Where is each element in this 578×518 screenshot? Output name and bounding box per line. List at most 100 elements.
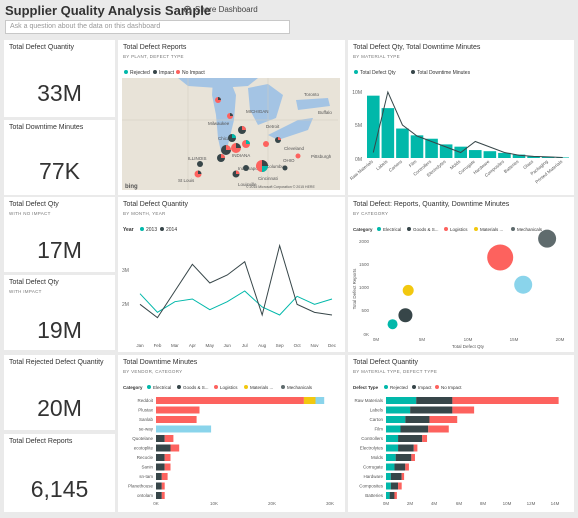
y-tick-label: Recocle <box>137 455 154 460</box>
kpi-title: Total Downtime Minutes <box>9 124 84 131</box>
bar-segment <box>410 406 453 414</box>
kpi-rejected-defect-quantity[interactable]: Total Rejected Defect Quantity 20M <box>4 355 115 430</box>
qa-search-input[interactable]: Ask a question about the data on this da… <box>5 20 290 34</box>
y-tick-label: 1000 <box>359 285 370 290</box>
x-tick-label: Apr <box>189 343 197 348</box>
legend-dot-logistics <box>444 227 448 231</box>
x-tick-label: Sep <box>276 343 285 348</box>
downtime-bar-tile[interactable]: Total Downtime Minutes BY VENDOR, CATEGO… <box>118 355 345 512</box>
bar-segment <box>394 463 406 471</box>
y-tick-label: Reddoit <box>137 398 153 403</box>
series-line-downtime <box>372 90 563 158</box>
bar-segment <box>386 406 411 414</box>
share-dashboard-button[interactable]: Share Dashboard <box>183 5 258 14</box>
bar-segment <box>416 397 453 404</box>
y-tick-label: Controllers <box>361 436 384 441</box>
bubble <box>387 319 398 330</box>
x-tick-label: 20M <box>556 337 565 342</box>
legend-label-mechanicals: Mechanicals <box>287 385 313 390</box>
kpi-value: 19M <box>37 317 82 343</box>
bar-segment <box>405 463 409 471</box>
legend-label-2014: 2014 <box>166 227 177 233</box>
bar-segment <box>156 397 304 404</box>
y-tick-label: Hardware <box>363 474 383 479</box>
bar-segment <box>386 416 406 423</box>
x-tick-label: 0M <box>383 501 390 506</box>
bubble <box>398 308 413 323</box>
line-chart-tile[interactable]: Total Defect Quantity BY MONTH, YEAR Yea… <box>118 197 345 352</box>
kpi-defect-qty-impact[interactable]: Total Defect Qty WITH IMPACT 19M <box>4 275 115 350</box>
bubble <box>487 244 514 271</box>
x-tick-label: 15M <box>510 337 519 342</box>
map-background <box>122 78 340 190</box>
x-tick-label: Jul <box>242 343 248 348</box>
pie-marker <box>231 143 241 153</box>
y-tick-label: Sanlab <box>139 417 154 422</box>
pie-marker <box>232 170 240 178</box>
kpi-title: Total Defect Reports <box>9 438 73 445</box>
kpi-value: 17M <box>37 237 82 263</box>
bar-line-chart: Total Defect Qty Total Downtime Minutes … <box>349 70 569 184</box>
legend-label-materials: Materials ... <box>250 385 273 390</box>
share-icon <box>183 5 192 14</box>
kpi-total-defect-quantity[interactable]: Total Defect Quantity 33M <box>4 40 115 117</box>
city-label: Cleveland <box>284 146 305 151</box>
bar-segment <box>164 435 174 442</box>
city-label: Pittsburgh <box>311 154 332 159</box>
x-tick-label: Mar <box>171 343 179 348</box>
downtime-bar-chart: Category Electrical Goods & S... Logisti… <box>123 385 334 506</box>
map-legend: Rejected Impact No Impact <box>124 70 205 76</box>
pie-marker <box>228 134 236 142</box>
x-tick-label: 0K <box>153 501 159 506</box>
legend-dot-2014 <box>160 227 164 231</box>
y-tick-label: Corrugate <box>363 465 384 470</box>
bar-segment <box>395 454 412 461</box>
y-tick-label: Raw Materials <box>354 398 383 403</box>
pie-marker <box>282 165 288 171</box>
bar <box>367 95 380 158</box>
lake-erie <box>268 118 313 140</box>
city-label: St Louis <box>178 178 195 183</box>
kpi-value: 6,145 <box>30 476 89 502</box>
bar-segment <box>386 435 399 442</box>
bubble <box>402 284 414 296</box>
dashboard-title: Supplier Quality Analysis Sample <box>5 3 212 18</box>
downtime-bar-subtitle: BY VENDOR, CATEGORY <box>123 369 183 374</box>
bubble-chart-title: Total Defect: Reports, Quantity, Downtim… <box>353 201 510 208</box>
y-tick-label: 5M <box>355 123 362 129</box>
x-tick-label: 0M <box>373 337 380 342</box>
kpi-defect-qty-no-impact[interactable]: Total Defect Qty WITH NO IMPACT 17M <box>4 197 115 272</box>
defect-qty-bar-tile[interactable]: Total Defect Quantity BY MATERIAL TYPE, … <box>348 355 574 512</box>
lake-superior <box>178 78 258 88</box>
x-tick-label: Oct <box>294 343 302 348</box>
legend-label-materials: Materials ... <box>480 227 503 232</box>
x-tick-label: Dec <box>328 343 337 348</box>
bar-segment <box>398 482 402 490</box>
x-tick-label: Jan <box>136 343 144 348</box>
x-tick-label: 10M <box>464 337 473 342</box>
y-tick-label: 3M <box>122 268 129 274</box>
bubble-chart-tile[interactable]: Total Defect: Reports, Quantity, Downtim… <box>348 197 574 352</box>
map-city-labels: MICHIGAN Detroit Chicago Cleveland India… <box>178 92 332 187</box>
legend-label-logistics: Logistics <box>220 385 238 390</box>
legend-label-rejected: Rejected <box>390 385 408 390</box>
pie-marker <box>197 161 203 167</box>
bar-segment <box>156 473 162 480</box>
map-tile[interactable]: Total Defect Reports BY PLANT, DEFECT TY… <box>118 40 345 195</box>
bar-line-tile[interactable]: Total Defect Qty, Total Downtime Minutes… <box>348 40 574 195</box>
y-tick-label: 1500 <box>359 262 370 267</box>
bar-segment <box>413 444 418 452</box>
legend-dot-2013 <box>140 227 144 231</box>
kpi-subtitle: WITH NO IMPACT <box>9 211 51 216</box>
line-chart-title: Total Defect Quantity <box>123 201 188 208</box>
kpi-total-defect-reports[interactable]: Total Defect Reports 6,145 <box>4 434 115 512</box>
kpi-title: Total Defect Quantity <box>9 44 74 51</box>
x-tick-label: Film <box>408 159 418 168</box>
x-tick-label: 4M <box>431 501 438 506</box>
kpi-title: Total Defect Qty <box>9 201 59 208</box>
bar-segment <box>390 473 402 480</box>
y-tick-label: Carton <box>369 417 383 422</box>
pie-marker <box>227 113 233 119</box>
y-tick-label: Composites <box>359 484 384 489</box>
kpi-total-downtime-minutes[interactable]: Total Downtime Minutes 77K <box>4 120 115 195</box>
